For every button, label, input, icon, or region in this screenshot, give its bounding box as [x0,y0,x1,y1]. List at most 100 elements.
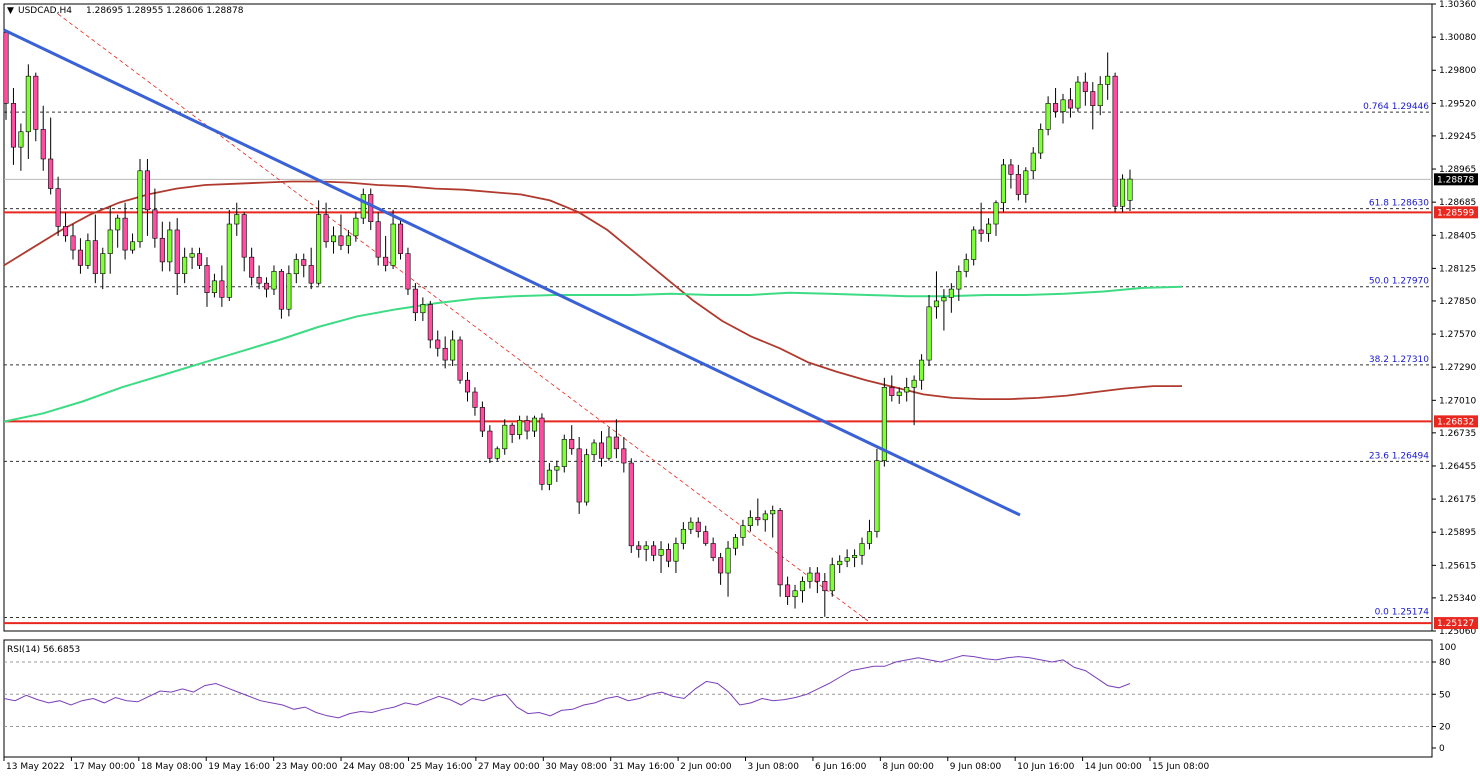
bullish-candle [531,417,538,432]
bullish-candle [211,280,217,293]
bullish-candle [680,528,686,544]
bullish-candle [360,194,366,219]
bullish-candle [956,271,962,290]
bullish-candle [948,288,954,298]
bullish-candle [799,581,806,592]
chart-ohlc: 1.28695 1.28955 1.28606 1.28878 [86,6,244,16]
bearish-candle [152,209,158,239]
x-tick-label: 14 Jun 00:00 [1085,762,1142,772]
y-tick-label: 1.26455 [1439,462,1476,472]
bearish-candle [1090,91,1096,107]
fib-level-label: 50.0 1.27970 [1369,277,1429,287]
y-tick-label: 1.26735 [1439,429,1476,439]
bullish-candle [740,525,746,538]
bearish-candle [383,256,389,266]
bearish-candle [777,510,783,586]
bullish-candle [1075,81,1081,109]
y-tick-label: 1.29245 [1439,132,1476,142]
bullish-candle [747,517,753,527]
rsi-level-label: 50 [1439,690,1451,700]
rsi-level-label: 80 [1439,658,1451,668]
bullish-candle [293,259,299,275]
bullish-candle [643,545,649,550]
bearish-candle [435,339,441,349]
bearish-candle [48,158,54,189]
bullish-candle [517,420,523,435]
bullish-candle [606,436,612,459]
x-tick-label: 15 Jun 08:00 [1152,762,1209,772]
bullish-candle [770,510,776,515]
bearish-candle [889,386,895,396]
bearish-candle [241,214,247,258]
bullish-candle [926,306,932,361]
bullish-candle [107,229,113,254]
bearish-candle [219,280,225,298]
y-tick-label: 1.28405 [1439,231,1476,241]
bullish-candle [115,217,121,231]
bearish-candle [63,226,69,237]
bullish-candle [963,259,969,272]
bearish-candle [978,229,984,234]
bullish-candle [1105,75,1111,85]
fib-level-label: 23.6 1.26494 [1369,451,1429,461]
bullish-candle [896,391,902,396]
y-tick-label: 1.25615 [1439,561,1476,571]
rsi-pane [3,639,1433,758]
bullish-candle [725,547,731,574]
bearish-candle [718,557,724,574]
chart-symbol: USDCAD,H4 [18,6,72,16]
level-price-tag-bg [1434,206,1478,219]
bearish-candle [40,129,46,160]
rsi-header: RSI(14) 56.6853 [7,645,80,655]
chart-header-triangle-icon: ▼ [7,6,14,16]
bearish-candle [77,249,83,266]
bullish-candle [1097,84,1103,107]
bullish-candle [100,253,106,275]
bearish-candle [397,223,404,254]
bullish-candle [762,513,768,521]
bearish-candle [204,265,210,293]
bearish-candle [263,282,270,290]
bullish-candle [904,386,910,393]
y-tick-label: 1.25340 [1439,594,1476,604]
bearish-candle [1053,103,1059,112]
rsi-line [3,654,1131,719]
x-tick-label: 10 Jun 16:00 [1017,762,1074,772]
bullish-candle [1060,99,1066,112]
bearish-candle [479,407,485,432]
bearish-candle [55,188,61,227]
x-tick-label: 30 May 08:00 [545,762,607,772]
bearish-candle [197,253,203,266]
bullish-candle [919,359,925,381]
y-tick-label: 1.30080 [1439,33,1476,43]
bullish-candle [986,223,992,234]
bullish-candle [807,572,813,582]
x-tick-label: 8 Jun 00:00 [882,762,934,772]
bullish-candle [859,543,865,556]
bullish-candle [829,564,835,592]
bearish-candle [569,439,575,450]
x-tick-label: 23 May 00:00 [276,762,338,772]
bearish-candle [464,379,471,393]
bearish-candle [636,545,642,550]
dashed-trendline [57,13,869,622]
moving-average-red-line [3,180,1182,400]
bearish-candle [122,217,128,251]
bullish-candle [1030,152,1036,172]
bearish-candle [174,229,180,275]
bullish-candle [420,304,426,314]
bearish-candle [159,237,165,263]
fib-level-label: 61.8 1.28630 [1369,199,1429,209]
bullish-candle [345,235,351,246]
current-price-tag-bg [1434,173,1478,186]
bullish-candle [852,554,858,558]
bearish-candle [472,391,478,408]
y-tick-label: 1.25060 [1439,627,1476,637]
descending-trendline [3,28,1021,517]
bearish-candle [576,448,582,503]
bearish-candle [665,549,672,562]
bullish-candle [502,424,508,450]
price-pane: 0.764 1.29446 61.8 1.28630 50.0 1.27970 38.… [3,3,1433,632]
